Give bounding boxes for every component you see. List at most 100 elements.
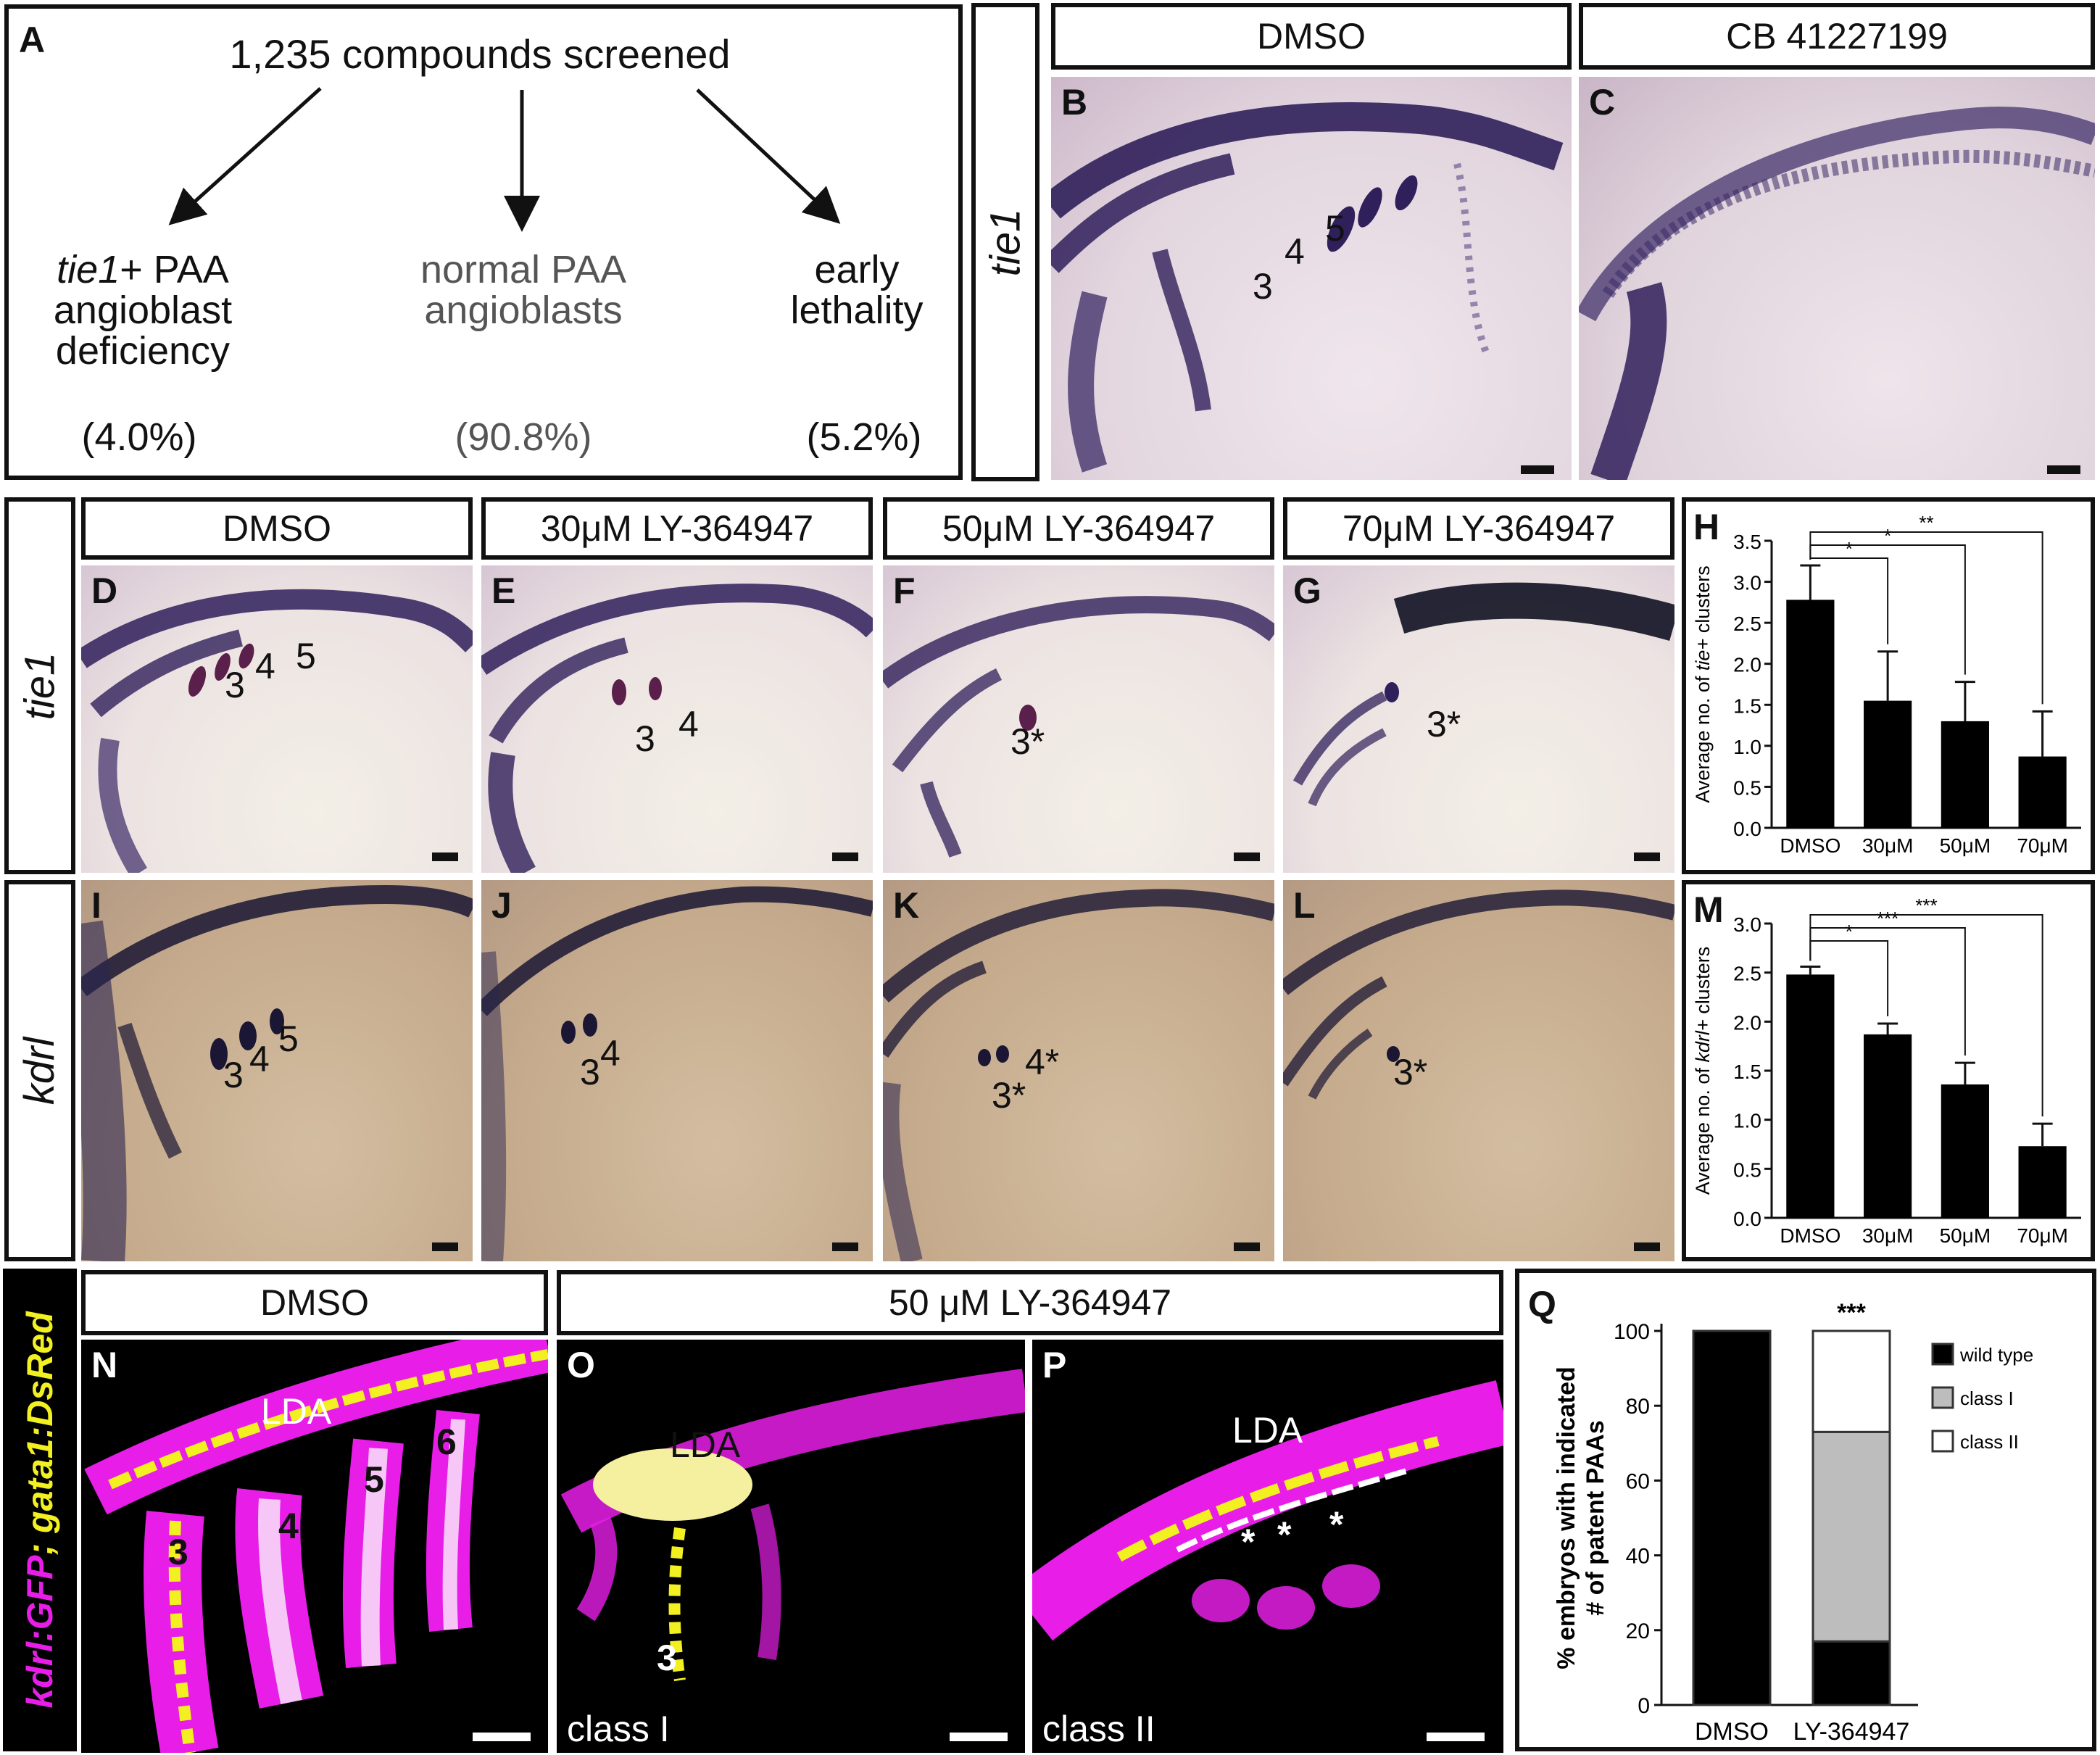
panel-letter-n: N [91, 1345, 118, 1385]
cluster-label-4: 4 [1285, 231, 1305, 272]
x-tick-label: 30μM [1862, 1224, 1914, 1247]
y-tick-label: 1.5 [1733, 1061, 1761, 1083]
legend-label: class I [1960, 1387, 2014, 1409]
cluster-label-3star: 3* [992, 1075, 1026, 1116]
significance-marker: * [1846, 921, 1853, 942]
panel-letter-d: D [91, 571, 118, 611]
image-panel-n: N LDA 3 4 5 6 [81, 1340, 548, 1753]
panel-q-box: Q 0 20 40 60 80 100 % embryos with indicated # … [1515, 1269, 2096, 1751]
legend-swatch [1931, 1386, 1954, 1409]
panel-letter-m: M [1693, 889, 1724, 930]
cluster-label-4star: 4* [1025, 1042, 1060, 1082]
pct-deficiency: (4.0%) [81, 415, 197, 459]
panel-letter-a: A [19, 20, 46, 60]
image-panel-f: F 3* [883, 565, 1274, 873]
header-f-50um: 50μM LY-364947 [883, 497, 1274, 560]
panel-letter-p: P [1042, 1345, 1067, 1385]
panel-m-box: M 0.0 0.5 1.0 1.5 2.0 2.5 3.0 Average no. of kd… [1682, 880, 2095, 1261]
cluster-label-3star: 3* [1010, 721, 1045, 762]
y-tick-label: 2.5 [1733, 963, 1761, 985]
scale-bar [432, 852, 458, 861]
image-panel-g: G 3* [1283, 565, 1674, 873]
y-tick-label: 2.5 [1733, 613, 1761, 635]
stacked-bar-segment [1811, 1640, 1891, 1706]
significance-marker: * [1846, 538, 1853, 560]
star-marker: * [1329, 1504, 1344, 1545]
header-c-cb: CB 41227199 [1579, 3, 2095, 70]
x-tick-label: 70μM [2017, 834, 2068, 857]
class-i-label: class I [567, 1709, 670, 1749]
significance-marker: ** [1919, 512, 1933, 534]
outcome-normal: normal PAA angioblasts [420, 248, 627, 332]
panel-letter-g: G [1293, 571, 1321, 611]
y-tick-label: 1.0 [1733, 736, 1761, 758]
scale-bar [1234, 1242, 1260, 1251]
paa-label-4: 4 [278, 1506, 299, 1546]
scale-bar [2047, 465, 2080, 474]
y-tick-label: 80 [1626, 1395, 1650, 1419]
panel-letter-h: H [1693, 507, 1720, 547]
paa-label-6: 6 [436, 1422, 457, 1462]
screen-title: 1,235 compounds screened [229, 31, 731, 77]
arrow-right [696, 88, 841, 224]
star-marker: * [1241, 1522, 1256, 1562]
bar [1941, 1084, 1989, 1218]
bar [1864, 700, 1912, 828]
scale-bar [1634, 852, 1660, 861]
x-tick-label: 50μM [1940, 1224, 1991, 1247]
row4-side-label: kdrl:GFP; gata1:DsRed [3, 1269, 77, 1751]
significance-marker: * [1884, 525, 1891, 547]
panel-letter-q: Q [1528, 1284, 1556, 1324]
flow-arrows [168, 87, 841, 232]
cluster-label-3: 3 [225, 665, 245, 705]
pct-normal: (90.8%) [455, 415, 592, 459]
header-e-30um: 30μM LY-364947 [481, 497, 873, 560]
row2-side-label: tie1 [4, 497, 75, 874]
scale-bar [432, 1242, 458, 1251]
stacked-bar-segment [1811, 1430, 1891, 1643]
panel-letter-j: J [491, 885, 512, 926]
scale-bar [1521, 465, 1554, 474]
x-tick-label: 70μM [2017, 1224, 2068, 1247]
gene-tie1-label: tie1 [57, 248, 120, 291]
outcome-lethality: early lethality [790, 248, 924, 332]
y-axis-label: Average no. of kdrl+ clusters [1692, 947, 1714, 1195]
image-panel-e: E 3 4 [481, 565, 873, 873]
cluster-label-4: 4 [249, 1039, 270, 1079]
image-panel-b: B 3 4 5 [1051, 77, 1572, 480]
y-tick-label: 0.0 [1733, 1208, 1761, 1230]
cluster-label-3star: 3* [1393, 1052, 1428, 1092]
cluster-label-4: 4 [600, 1033, 621, 1074]
bar-chart-h: 0.0 0.5 1.0 1.5 2.0 2.5 3.0 3.5 Average no. of t… [1692, 512, 2081, 857]
y-axis-label: Average no. of tie+ clusters [1692, 565, 1714, 802]
star-marker: * [1277, 1514, 1292, 1555]
image-panel-l: L 3* [1283, 880, 1674, 1261]
y-tick-label: 3.0 [1733, 913, 1761, 936]
y-tick-label: 3.5 [1733, 531, 1761, 553]
panel-letter-i: I [91, 885, 101, 926]
y-tick-label: 3.0 [1733, 572, 1761, 594]
scale-bar [1634, 1242, 1660, 1251]
panel-letter-l: L [1293, 885, 1316, 926]
y-tick-label: 2.0 [1733, 1011, 1761, 1034]
panel-letter-o: O [567, 1345, 595, 1385]
image-panel-p: P LDA * * * class II [1032, 1340, 1503, 1753]
bar [1786, 599, 1835, 828]
scale-bar [832, 852, 858, 861]
y-tick-label: 0.5 [1733, 776, 1761, 799]
bar-chart-m: 0.0 0.5 1.0 1.5 2.0 2.5 3.0 Average no. of kdrl… [1692, 895, 2081, 1247]
image-panel-i: I 3 4 5 [81, 880, 473, 1261]
panel-letter-k: K [893, 885, 920, 926]
significance-bracket [1809, 914, 2043, 1117]
image-panel-c: C [1579, 77, 2095, 480]
pct-lethality: (5.2%) [806, 415, 922, 459]
bar [1864, 1034, 1912, 1218]
cluster-label-3: 3 [1253, 266, 1273, 307]
paa-label-3: 3 [657, 1638, 677, 1678]
x-tick-label: LY-364947 [1793, 1718, 1910, 1746]
cluster-label-3: 3 [223, 1055, 244, 1095]
image-panel-j: J 3 4 [481, 880, 873, 1261]
legend-swatch [1931, 1430, 1954, 1453]
y-tick-label: 60 [1626, 1469, 1650, 1493]
paa-label-5: 5 [364, 1459, 384, 1500]
